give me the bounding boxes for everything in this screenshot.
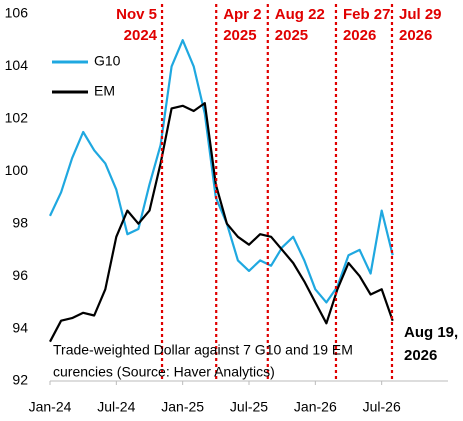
event-label: 2024	[124, 27, 158, 44]
end-date-label: Aug 19,	[404, 324, 458, 341]
event-label: 2025	[223, 27, 256, 44]
source-note: Trade-weighted Dollar against 7 G10 and …	[53, 342, 353, 358]
event-label: 2026	[399, 27, 432, 44]
end-date-label: 2026	[404, 347, 437, 364]
y-tick-label: 106	[5, 5, 29, 21]
series-line	[49, 102, 394, 343]
x-tick-label: Jul-24	[97, 399, 135, 415]
event-label: Apr 2	[223, 6, 261, 23]
event-label: 2026	[343, 27, 376, 44]
y-tick-label: 94	[12, 319, 28, 335]
x-tick-label: Jan-25	[161, 399, 204, 415]
series-line	[49, 39, 394, 304]
y-tick-label: 104	[5, 57, 29, 73]
y-tick-label: 96	[12, 267, 28, 283]
y-tick-label: 98	[12, 214, 28, 230]
event-label: Feb 27	[343, 6, 391, 23]
event-label: Aug 22	[275, 6, 325, 23]
x-tick-label: Jul-26	[363, 399, 401, 415]
legend-label: G10	[94, 53, 121, 69]
y-tick-label: 102	[5, 110, 29, 126]
x-tick-label: Jan-24	[29, 399, 72, 415]
y-tick-label: 92	[12, 372, 28, 388]
event-label: Jul 29	[399, 6, 442, 23]
x-tick-label: Jul-25	[230, 399, 268, 415]
source-note: curencies (Source: Haver Analytics)	[53, 364, 275, 380]
legend-label: EM	[94, 83, 115, 99]
event-label: Nov 5	[116, 6, 157, 23]
event-label: 2025	[275, 27, 308, 44]
x-tick-label: Jan-26	[294, 399, 337, 415]
y-tick-label: 100	[5, 162, 29, 178]
